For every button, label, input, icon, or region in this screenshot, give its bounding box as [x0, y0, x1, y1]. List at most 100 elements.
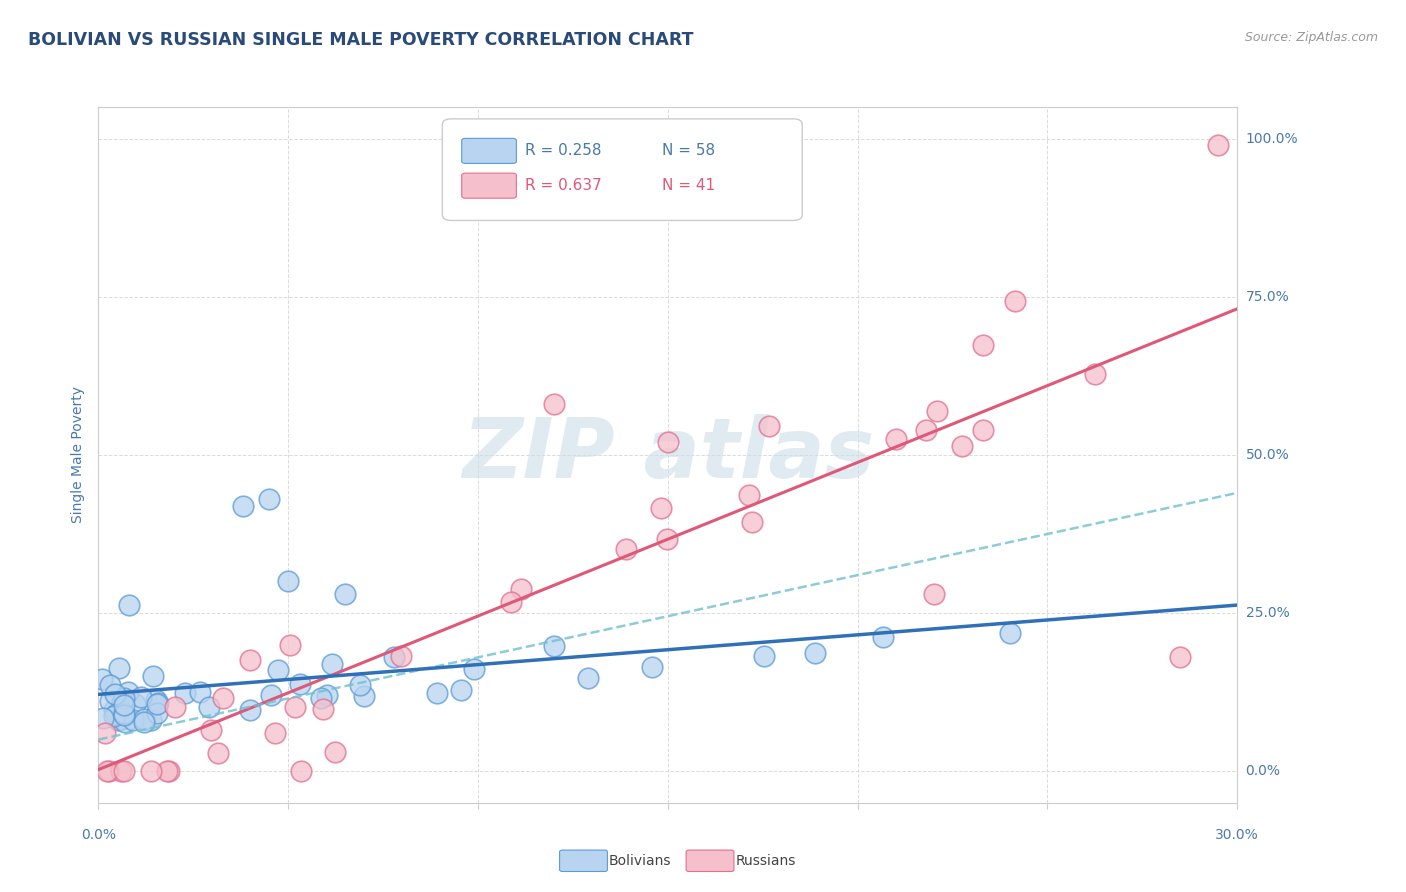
- Point: [915, 423, 938, 437]
- Point: [278, 639, 301, 653]
- Point: [290, 764, 312, 779]
- Point: [239, 703, 262, 717]
- Y-axis label: Single Male Poverty: Single Male Poverty: [72, 386, 86, 524]
- Point: [139, 713, 162, 727]
- Point: [259, 492, 281, 507]
- Point: [91, 711, 114, 725]
- Point: [450, 683, 472, 698]
- Point: [1084, 367, 1107, 381]
- Point: [655, 532, 678, 546]
- Point: [212, 691, 235, 706]
- Point: [543, 639, 565, 653]
- Point: [103, 708, 125, 723]
- Text: N = 58: N = 58: [662, 144, 716, 159]
- Point: [323, 745, 346, 759]
- FancyBboxPatch shape: [443, 119, 803, 220]
- Point: [132, 714, 155, 729]
- Point: [124, 697, 146, 711]
- Point: [91, 672, 114, 686]
- Text: 50.0%: 50.0%: [1246, 448, 1289, 462]
- Point: [142, 669, 165, 683]
- Point: [738, 488, 761, 502]
- Point: [972, 337, 994, 351]
- Point: [112, 706, 135, 721]
- Text: BOLIVIAN VS RUSSIAN SINGLE MALE POVERTY CORRELATION CHART: BOLIVIAN VS RUSSIAN SINGLE MALE POVERTY …: [28, 31, 693, 49]
- Text: N = 41: N = 41: [662, 178, 716, 194]
- Point: [117, 685, 139, 699]
- Point: [758, 418, 780, 433]
- Point: [96, 764, 118, 779]
- Point: [157, 764, 180, 779]
- Point: [752, 649, 775, 664]
- Point: [315, 688, 337, 702]
- Point: [110, 696, 132, 710]
- Point: [290, 677, 312, 691]
- Point: [426, 686, 449, 700]
- Point: [198, 700, 221, 714]
- Point: [804, 646, 827, 660]
- Point: [312, 701, 335, 715]
- Point: [283, 700, 305, 714]
- Point: [998, 625, 1021, 640]
- Point: [260, 688, 283, 702]
- Point: [641, 660, 664, 674]
- Point: [349, 678, 371, 692]
- Point: [108, 660, 131, 674]
- Point: [1004, 294, 1026, 309]
- Point: [156, 764, 179, 779]
- Point: [972, 423, 994, 437]
- Point: [107, 714, 129, 728]
- Point: [173, 686, 195, 700]
- Point: [321, 657, 343, 671]
- Point: [134, 712, 156, 726]
- Point: [114, 715, 136, 730]
- Text: 100.0%: 100.0%: [1246, 132, 1298, 145]
- Point: [141, 764, 163, 779]
- Point: [264, 726, 287, 740]
- Point: [650, 500, 672, 515]
- Text: 25.0%: 25.0%: [1246, 606, 1289, 620]
- Point: [309, 690, 332, 705]
- Text: 0.0%: 0.0%: [1246, 764, 1281, 778]
- Point: [543, 397, 565, 411]
- Point: [463, 661, 485, 675]
- Point: [112, 707, 135, 722]
- Point: [741, 515, 763, 529]
- Point: [335, 587, 357, 601]
- Text: 0.0%: 0.0%: [82, 828, 115, 842]
- Point: [146, 697, 169, 711]
- Point: [146, 706, 169, 720]
- Text: R = 0.258: R = 0.258: [526, 144, 602, 159]
- Point: [239, 653, 262, 667]
- Point: [190, 684, 212, 698]
- Point: [1170, 650, 1192, 665]
- Point: [112, 690, 135, 705]
- Point: [391, 649, 413, 664]
- Text: ZIP atlas: ZIP atlas: [461, 415, 875, 495]
- Point: [657, 435, 679, 450]
- Point: [103, 703, 125, 717]
- Text: R = 0.637: R = 0.637: [526, 178, 602, 194]
- Point: [112, 698, 135, 712]
- Point: [509, 582, 531, 596]
- FancyBboxPatch shape: [461, 173, 516, 198]
- Point: [165, 699, 187, 714]
- Point: [200, 723, 222, 737]
- Point: [232, 499, 254, 513]
- Point: [98, 678, 121, 692]
- Point: [614, 542, 637, 557]
- Point: [146, 696, 169, 710]
- Point: [922, 587, 945, 601]
- Point: [110, 764, 132, 779]
- Point: [105, 707, 128, 722]
- Point: [1208, 138, 1230, 153]
- Point: [576, 671, 599, 685]
- FancyBboxPatch shape: [461, 138, 516, 163]
- Point: [131, 690, 153, 704]
- Point: [353, 690, 375, 704]
- Point: [112, 692, 135, 706]
- Text: Source: ZipAtlas.com: Source: ZipAtlas.com: [1244, 31, 1378, 45]
- Point: [207, 747, 229, 761]
- Point: [118, 598, 141, 612]
- Point: [110, 712, 132, 726]
